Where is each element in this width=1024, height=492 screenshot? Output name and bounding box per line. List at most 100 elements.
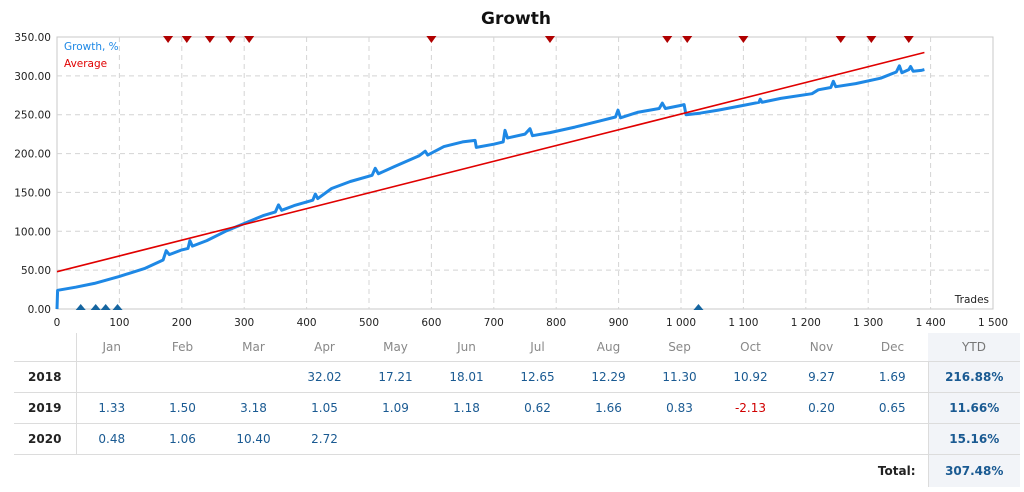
cell-dec: 0.65: [878, 401, 906, 415]
top-marker: [903, 36, 914, 43]
cell-nov: [786, 424, 857, 455]
monthly-returns-table-wrap: Jan Feb Mar Apr May Jun Jul Aug Sep Oct …: [14, 333, 1020, 487]
bottom-marker: [90, 304, 101, 310]
cell-ytd: 11.66%: [927, 392, 1020, 424]
cell-mar: [218, 362, 289, 393]
header-jun: Jun: [457, 340, 476, 354]
cell-apr: 32.02: [307, 370, 342, 384]
header-may: May: [383, 340, 408, 354]
top-marker: [426, 36, 437, 43]
cell-feb: 1.50: [169, 401, 196, 415]
cell-jul: 12.65: [520, 370, 555, 384]
top-marker: [738, 36, 749, 43]
x-tick-label: 1 500: [978, 317, 1008, 329]
table-row-2018: 2018 32.02 17.21 18.01 12.65 12.29 11.30…: [14, 361, 1020, 393]
header-feb: Feb: [171, 340, 194, 354]
cell-apr: 1.05: [311, 401, 338, 415]
cell-apr: 2.72: [311, 432, 338, 446]
x-tick-label: 200: [172, 317, 192, 329]
bottom-marker: [112, 304, 123, 310]
table-header-row: Jan Feb Mar Apr May Jun Jul Aug Sep Oct …: [14, 333, 1020, 362]
row-year: 2018: [14, 361, 77, 393]
y-tick-label: 0.00: [28, 304, 51, 316]
bottom-marker: [693, 304, 704, 310]
growth-series-line: [55, 64, 925, 310]
x-tick-label: 300: [234, 317, 254, 329]
total-label: Total:: [877, 464, 916, 478]
y-tick-label: 50.00: [21, 265, 51, 277]
cell-jan: [76, 362, 147, 393]
cell-feb: [147, 362, 218, 393]
cell-feb: 1.06: [169, 432, 196, 446]
cell-jan: 1.33: [98, 401, 126, 415]
header-jul: Jul: [530, 340, 545, 354]
x-tick-label: 1 300: [853, 317, 883, 329]
cell-mar: 3.18: [240, 401, 267, 415]
cell-jun: [431, 424, 502, 455]
x-tick-label: 400: [297, 317, 317, 329]
bottom-marker: [75, 304, 86, 310]
row-year: 2019: [14, 392, 77, 424]
header-aug: Aug: [596, 340, 621, 354]
chart-title: Growth: [481, 9, 551, 29]
x-tick-label: 0: [54, 317, 61, 329]
x-tick-label: 1 400: [916, 317, 946, 329]
table-row-2019: 2019 1.33 1.50 3.18 1.05 1.09 1.18 0.62 …: [14, 392, 1020, 424]
row-year: 2020: [14, 423, 77, 455]
cell-may: 1.09: [382, 401, 409, 415]
bottom-marker: [100, 304, 111, 310]
cell-aug: 12.29: [591, 370, 626, 384]
cell-sep: 0.83: [666, 401, 693, 415]
cell-jul: [502, 424, 573, 455]
y-tick-label: 300.00: [14, 71, 51, 83]
x-axis-label: Trades: [954, 294, 989, 306]
cell-mar: 10.40: [236, 432, 271, 446]
header-apr: Apr: [314, 340, 335, 354]
plot-border: [56, 36, 994, 310]
header-ytd: YTD: [928, 333, 1020, 362]
y-tick-label: 150.00: [14, 187, 51, 199]
top-marker: [682, 36, 693, 43]
cell-may: [360, 424, 431, 455]
cell-nov: 0.20: [808, 401, 835, 415]
x-tick-label: 1 100: [728, 317, 758, 329]
cell-aug: 1.66: [595, 401, 622, 415]
top-marker: [866, 36, 877, 43]
table-total-row: Total: 307.48%: [14, 454, 1020, 487]
x-tick-label: 500: [359, 317, 379, 329]
x-tick-label: 1 000: [666, 317, 696, 329]
cell-jan: 0.48: [98, 432, 126, 446]
cell-dec: [857, 424, 928, 455]
cell-oct: 10.92: [733, 370, 768, 384]
y-tick-label: 350.00: [14, 32, 51, 44]
x-tick-label: 900: [609, 317, 629, 329]
growth-chart-svg: Growth 0.00 50.00 100.00 150.00 200.00 250.00 3…: [14, 9, 1008, 329]
x-tick-label: 1 200: [791, 317, 821, 329]
cell-ytd: 216.88%: [927, 361, 1020, 393]
cell-sep: 11.30: [662, 370, 697, 384]
average-series-line: [56, 51, 925, 273]
cell-jun: 1.18: [453, 401, 480, 415]
header-sep: Sep: [668, 340, 691, 354]
x-tick-label: 800: [546, 317, 566, 329]
cell-nov: 9.27: [808, 370, 835, 384]
cell-may: 17.21: [378, 370, 413, 384]
header-nov: Nov: [809, 340, 834, 354]
y-tick-label: 200.00: [14, 149, 51, 161]
top-marker: [163, 36, 174, 43]
header-jan: Jan: [102, 340, 122, 354]
header-oct: Oct: [740, 340, 761, 354]
header-blank: [14, 333, 77, 362]
top-marker: [225, 36, 236, 43]
top-marker: [204, 36, 215, 43]
header-dec: Dec: [880, 340, 905, 354]
cell-jun: 18.01: [449, 370, 484, 384]
x-tick-label: 700: [484, 317, 504, 329]
growth-chart: Growth 0.00 50.00 100.00 150.00 200.00 250.00 3…: [14, 9, 1008, 329]
top-marker: [662, 36, 673, 43]
cell-sep: [644, 424, 715, 455]
y-tick-label: 250.00: [14, 110, 51, 122]
cell-oct: [715, 424, 786, 455]
top-marker: [244, 36, 255, 43]
cell-oct: -2.13: [734, 401, 767, 415]
